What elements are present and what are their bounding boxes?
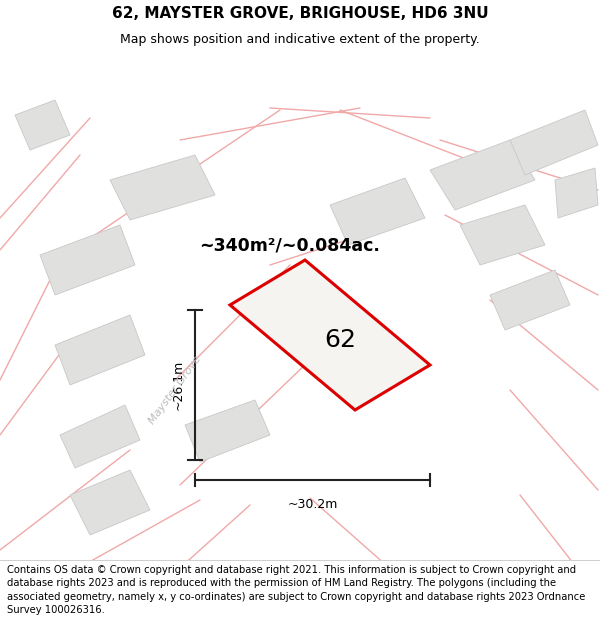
Polygon shape [510,110,598,175]
Text: ~26.1m: ~26.1m [172,360,185,410]
Text: 62, MAYSTER GROVE, BRIGHOUSE, HD6 3NU: 62, MAYSTER GROVE, BRIGHOUSE, HD6 3NU [112,6,488,21]
Polygon shape [430,140,535,210]
Text: Mayster Grove: Mayster Grove [147,354,203,426]
Polygon shape [330,178,425,245]
Polygon shape [555,168,598,218]
Polygon shape [110,155,215,220]
Text: 62: 62 [324,328,356,352]
Text: ~30.2m: ~30.2m [287,498,338,511]
Text: Contains OS data © Crown copyright and database right 2021. This information is : Contains OS data © Crown copyright and d… [7,565,586,615]
Polygon shape [230,260,430,410]
Polygon shape [490,270,570,330]
Polygon shape [60,405,140,468]
Text: ~340m²/~0.084ac.: ~340m²/~0.084ac. [200,236,380,254]
Polygon shape [40,225,135,295]
Text: Map shows position and indicative extent of the property.: Map shows position and indicative extent… [120,32,480,46]
Polygon shape [460,205,545,265]
Polygon shape [185,400,270,462]
Polygon shape [55,315,145,385]
Polygon shape [15,100,70,150]
Polygon shape [70,470,150,535]
